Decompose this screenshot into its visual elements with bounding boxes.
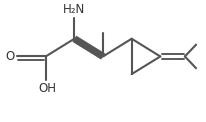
Text: OH: OH — [39, 82, 57, 95]
Polygon shape — [74, 39, 106, 58]
Text: H₂N: H₂N — [63, 3, 85, 16]
Text: O: O — [6, 50, 15, 63]
